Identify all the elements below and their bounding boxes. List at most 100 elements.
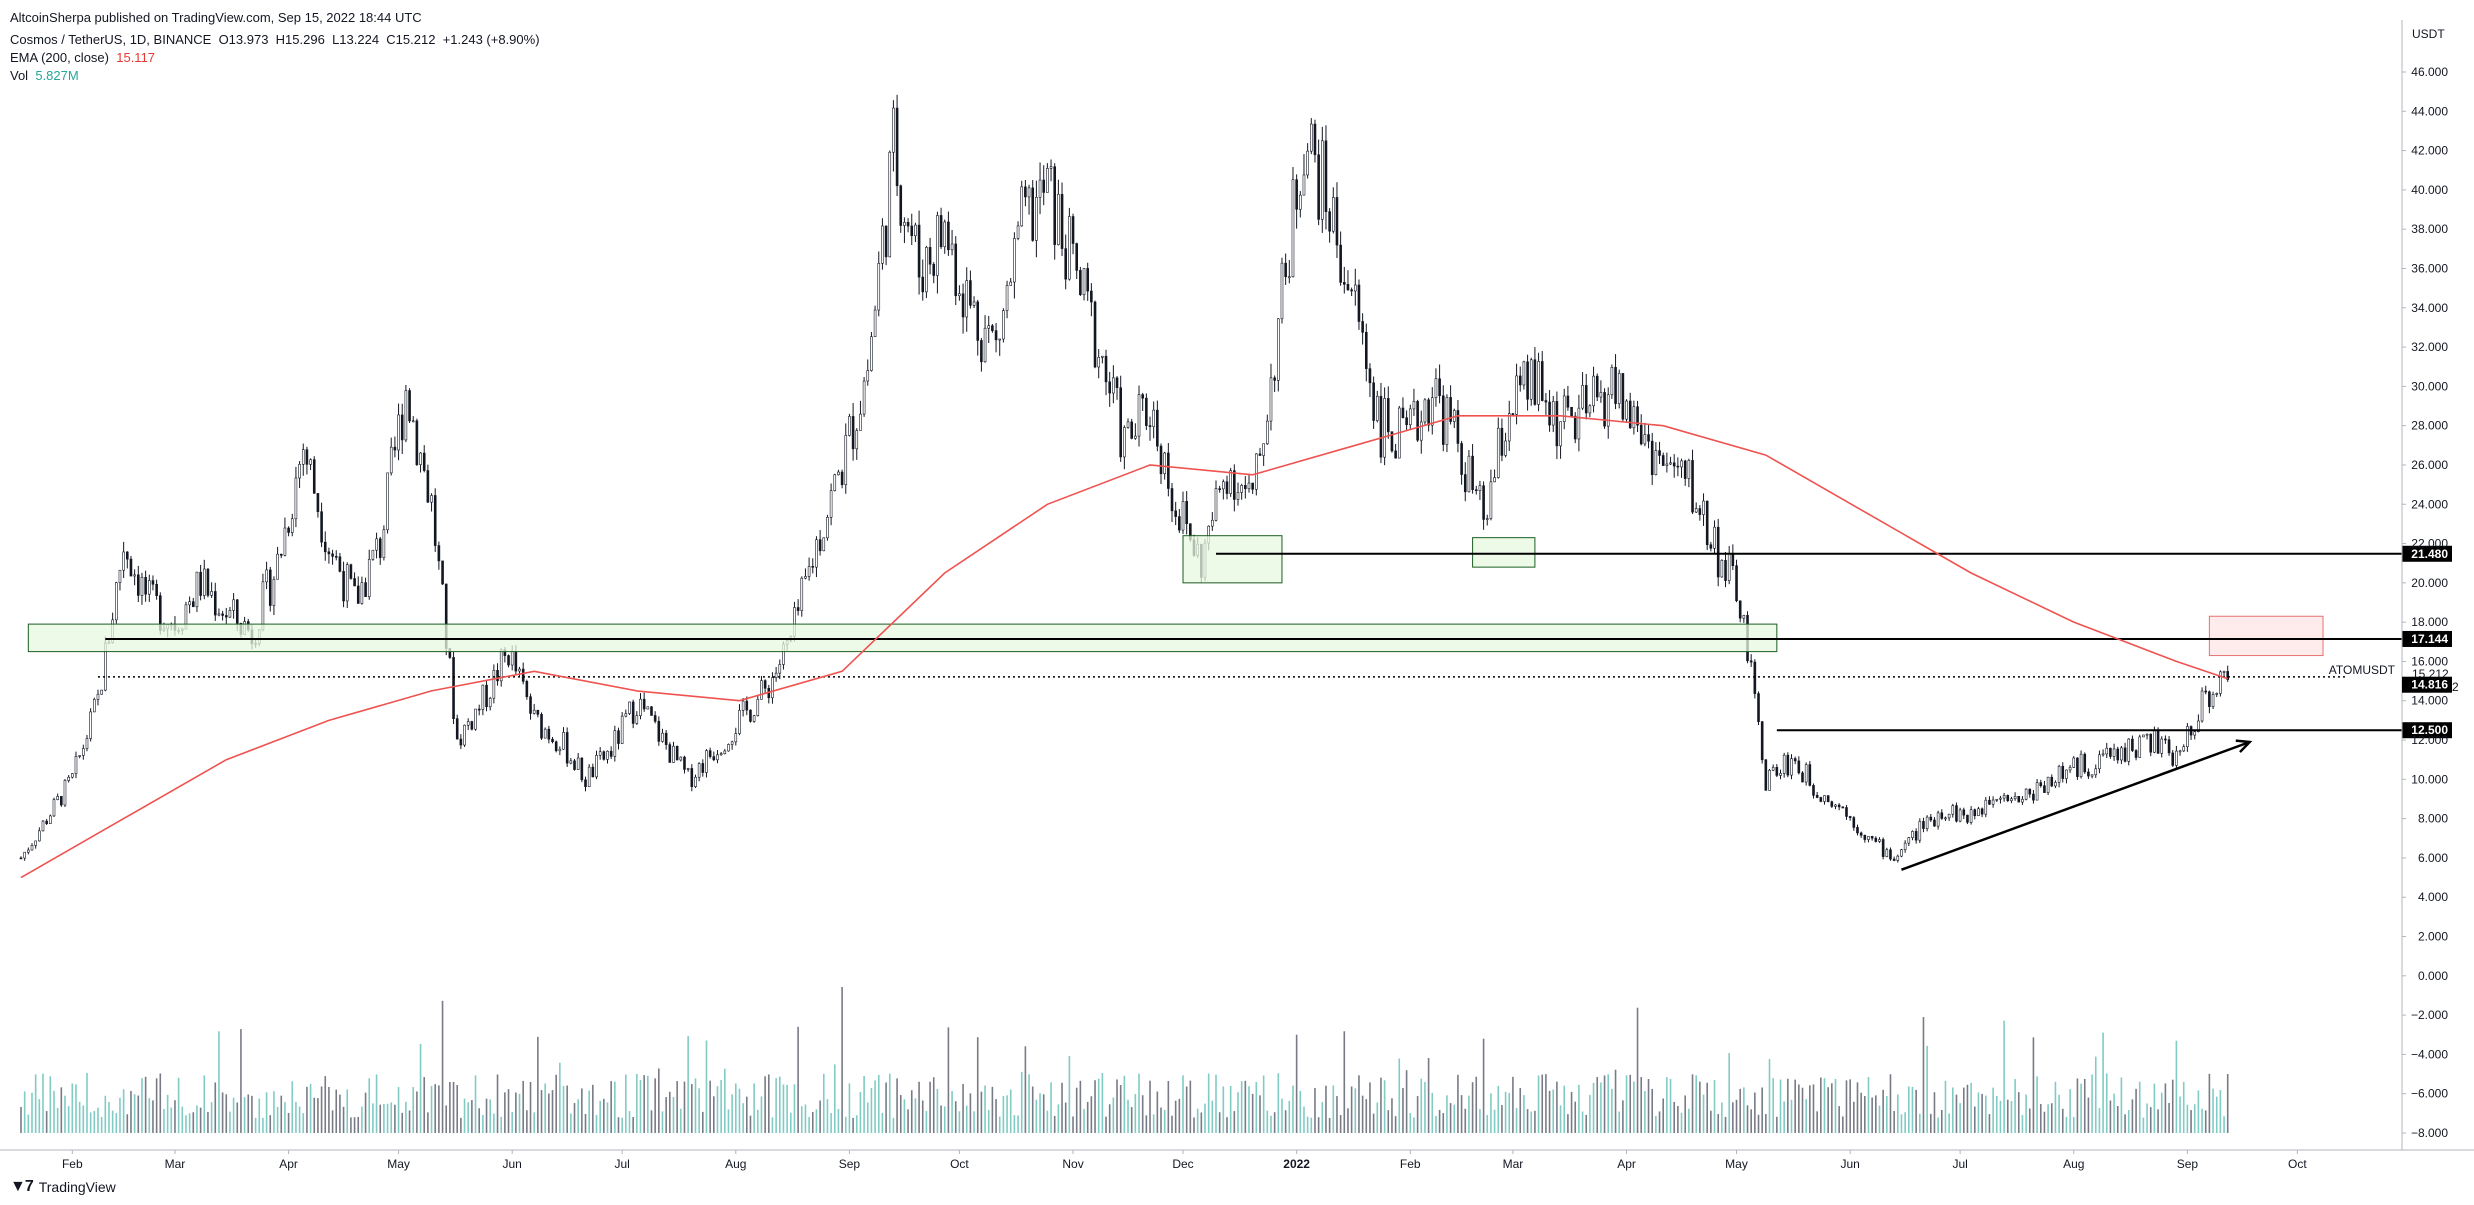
volume-bar	[1999, 1100, 2002, 1133]
x-tick-label: Apr	[279, 1157, 298, 1171]
volume-bar	[1732, 1102, 1734, 1133]
candle-body	[1823, 795, 1826, 802]
volume-bar	[2072, 1116, 2075, 1133]
volume-bar	[1053, 1115, 1056, 1133]
candle-body	[1313, 123, 1317, 156]
volume-bar	[1266, 1110, 1269, 1133]
volume-bar	[2219, 1090, 2222, 1133]
candle-body	[1277, 318, 1280, 381]
volume-bar	[610, 1081, 612, 1133]
vol-legend[interactable]: Vol 5.827M	[10, 68, 79, 84]
volume-bar	[1541, 1074, 1544, 1133]
trendline[interactable]	[1901, 740, 2251, 871]
candle-body	[1749, 660, 1753, 663]
candle-body	[2046, 776, 2050, 793]
candle-body	[147, 580, 151, 595]
volume-bar	[148, 1098, 151, 1133]
candle-body	[1445, 397, 1449, 445]
candle-body	[1335, 197, 1339, 246]
candle-body	[2215, 693, 2219, 695]
volume-bar	[1713, 1080, 1716, 1133]
volume-bar	[141, 1078, 143, 1133]
resistance-zone[interactable]	[2208, 615, 2324, 657]
candle-body	[2006, 795, 2010, 801]
y-tick-label: 4.000	[2418, 890, 2448, 904]
volume-bar	[2138, 1081, 2141, 1133]
x-tick-label: Apr	[1617, 1157, 1636, 1171]
volume-bar	[1453, 1104, 1456, 1133]
volume-bar	[936, 1089, 939, 1133]
volume-bar	[691, 1084, 693, 1133]
volume-bar	[1365, 1099, 1368, 1133]
volume-bar	[427, 1112, 429, 1133]
ema-tag-label: 14.816	[2411, 678, 2448, 692]
volume-bar	[152, 1100, 154, 1133]
volume-bar	[724, 1068, 726, 1133]
volume-bar	[1867, 1077, 1870, 1133]
volume-bar	[34, 1074, 37, 1133]
candle-body	[1705, 500, 1709, 546]
volume-bar	[199, 1107, 202, 1133]
candle-body	[818, 539, 822, 552]
candle-body	[844, 435, 848, 485]
volume-bar	[2212, 1088, 2214, 1133]
candle-body	[126, 551, 129, 560]
volume-bar	[720, 1080, 722, 1133]
volume-bar	[2182, 1081, 2185, 1133]
candle-body	[1460, 443, 1463, 475]
volume-bar	[1215, 1074, 1217, 1133]
volume-bar	[75, 1084, 77, 1133]
volume-bar	[247, 1094, 250, 1133]
ema-legend[interactable]: EMA (200, close) 15.117	[10, 50, 155, 66]
volume-bar	[1163, 1109, 1166, 1133]
volume-bar	[1929, 1113, 1932, 1133]
candle-body	[67, 776, 70, 781]
candle-body	[1258, 453, 1262, 456]
volume-bar	[1845, 1080, 1848, 1133]
candle-body	[342, 571, 345, 602]
candle-body	[89, 711, 92, 739]
footer-brand[interactable]: ▼7 TradingView	[10, 1178, 116, 1196]
volume-bar	[1702, 1094, 1705, 1133]
volume-bar	[995, 1099, 997, 1133]
volume-bar	[1449, 1103, 1452, 1133]
volume-bar	[1310, 1117, 1313, 1133]
symbol-name[interactable]: Cosmos / TetherUS, 1D, BINANCE	[10, 32, 212, 47]
volume-bar	[317, 1098, 319, 1133]
volume-bar	[511, 1111, 513, 1133]
candle-body	[1691, 460, 1694, 513]
support-zone[interactable]	[1182, 535, 1283, 584]
volume-bar	[632, 1117, 634, 1133]
candle-body	[1057, 194, 1060, 245]
support-zone[interactable]	[27, 623, 1778, 653]
volume-bar	[1299, 1090, 1302, 1133]
candle-body	[1449, 397, 1452, 422]
volume-bar	[544, 1083, 546, 1133]
volume-bar	[1666, 1077, 1668, 1133]
candle-body	[2090, 774, 2094, 777]
volume-bar	[2149, 1107, 2152, 1133]
candle-body	[1035, 197, 1038, 241]
candle-body	[939, 215, 943, 248]
volume-bar	[1350, 1086, 1353, 1133]
candle-body	[584, 779, 587, 788]
volume-bar	[1306, 1116, 1309, 1133]
support-zone[interactable]	[1472, 537, 1536, 568]
candle-body	[463, 724, 466, 746]
ema-line[interactable]	[20, 415, 2228, 879]
candle-body	[466, 721, 470, 726]
volume-bar	[155, 1078, 158, 1133]
volume-bar	[328, 1086, 330, 1133]
volume-bar	[1090, 1096, 1093, 1133]
candle-body	[1020, 186, 1024, 227]
vol-value: 5.827M	[35, 68, 79, 83]
candle-body	[459, 738, 463, 746]
candle-body	[2061, 765, 2065, 779]
candle-body	[1086, 268, 1089, 292]
volume-bar	[2028, 1108, 2031, 1133]
candle-body	[1317, 154, 1320, 220]
candle-body	[719, 753, 723, 756]
volume-bar	[350, 1117, 352, 1133]
volume-bar	[555, 1074, 557, 1133]
